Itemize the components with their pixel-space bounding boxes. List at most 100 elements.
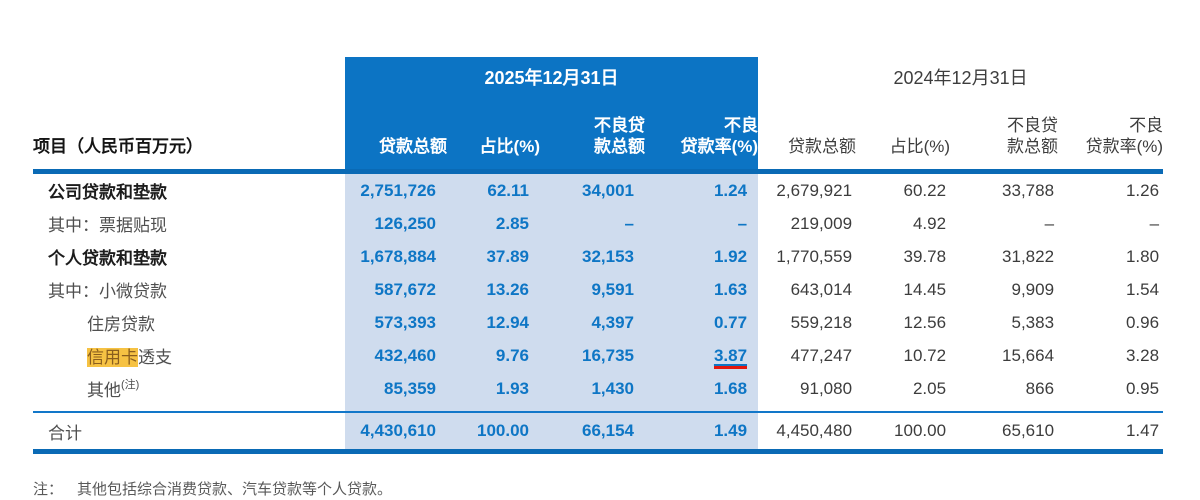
table-row-personal-loans: 个人贷款和垫款 1,678,884 37.89 32,153 1.92 1,77…	[33, 240, 1163, 273]
cell-2025-loan-total: 2,751,726	[345, 174, 447, 207]
period-header-spacer	[33, 57, 345, 97]
col-2025-share: 占比(%)	[447, 97, 540, 174]
table-row-credit-card-overdraft: 信用卡透支 432,460 9.76 16,735 3.87 477,247 1…	[33, 339, 1163, 372]
table-footnote: 注： 其他包括综合消费贷款、汽车贷款等个人贷款。	[33, 478, 1200, 499]
band-spacer-row	[33, 405, 1163, 411]
spacer-cell	[645, 405, 759, 411]
table-row-bill-discounting: 其中：票据贴现 126,250 2.85 – – 219,009 4.92 – …	[33, 207, 1163, 240]
row-label: 其他(注)	[33, 372, 345, 405]
cell-2024-npl-total: 33,788	[1002, 180, 1055, 200]
cell-2025-npl-total: 16,735	[540, 339, 645, 372]
cell-2025-npl-rate: 1.24	[645, 174, 759, 207]
row-label: 合计	[33, 411, 345, 454]
col-2025-npl-total: 不良贷 款总额	[540, 97, 645, 174]
cell-2025-npl-total: 66,154	[540, 411, 645, 454]
cell-2024-loan-total: 91,080	[800, 378, 853, 398]
col-2025-npl-rate: 不良 贷款率(%)	[645, 97, 759, 174]
cell-2025-npl-total: 34,001	[540, 174, 645, 207]
period-header-row: 2025年12月31日 2024年12月31日	[33, 57, 1163, 97]
row-label: 信用卡透支	[33, 339, 345, 372]
search-highlight: 信用卡	[87, 348, 138, 367]
cell-2025-loan-total: 587,672	[345, 273, 447, 306]
cell-2025-npl-rate: 1.92	[645, 240, 759, 273]
cell-2024-share: 2.05	[912, 378, 947, 398]
cell-2024-loan-total: 643,014	[790, 279, 853, 299]
cell-2025-loan-total: 432,460	[345, 339, 447, 372]
cell-2025-loan-total: 4,430,610	[345, 411, 447, 454]
cell-2025-npl-rate: –	[645, 207, 759, 240]
cell-2025-npl-total: 1,430	[540, 372, 645, 405]
items-header: 项目（人民币百万元）	[33, 97, 345, 174]
cell-2024-npl-rate: –	[1149, 213, 1160, 233]
cell-2025-loan-total: 1,678,884	[345, 240, 447, 273]
column-group-2024: 2024年12月31日	[893, 68, 1028, 88]
footnote-marker: (注)	[121, 379, 140, 392]
column-group-2025: 2025年12月31日	[345, 57, 759, 97]
row-label: 其中：小微贷款	[48, 282, 167, 301]
col-2024-loan-total: 贷款总额	[758, 97, 857, 174]
col-2024-npl-rate: 不良 贷款率(%)	[1058, 97, 1164, 174]
footnote-text: 其他包括综合消费贷款、汽车贷款等个人贷款。	[77, 481, 393, 498]
table-row-total: 合计 4,430,610 100.00 66,154 1.49 4,450,48…	[33, 411, 1164, 454]
row-label: 个人贷款和垫款	[48, 249, 167, 268]
row-label: 其中：票据贴现	[48, 216, 167, 235]
table-row-corporate-loans: 公司贷款和垫款 2,751,726 62.11 34,001 1.24 2,67…	[33, 174, 1163, 207]
cell-2025-loan-total: 85,359	[345, 372, 447, 405]
cell-2025-npl-rate: 1.68	[645, 372, 759, 405]
col-2024-share: 占比(%)	[856, 97, 951, 174]
table-row-housing-loans: 住房贷款 573,393 12.94 4,397 0.77 559,218 12…	[33, 306, 1163, 339]
cell-2025-npl-rate: 1.63	[645, 273, 759, 306]
cell-2025-share: 1.93	[447, 372, 540, 405]
cell-2025-npl-total: 4,397	[540, 306, 645, 339]
cell-2024-npl-total: –	[1044, 213, 1055, 233]
column-header-row: 项目（人民币百万元） 贷款总额 占比(%) 不良贷 款总额 不良 贷款率(%) …	[33, 97, 1164, 174]
cell-2025-share: 100.00	[447, 411, 540, 454]
cell-2024-share: 14.45	[903, 279, 947, 299]
spacer-cell	[540, 405, 645, 411]
row-label-rest: 透支	[138, 348, 172, 367]
cell-2024-npl-rate: 0.95	[1125, 378, 1160, 398]
col-2024-npl-total: 不良贷 款总额	[950, 97, 1059, 174]
cell-2024-share: 39.78	[903, 246, 947, 266]
cell-2024-npl-rate: 1.26	[1125, 180, 1160, 200]
row-label-text: 其他	[87, 381, 121, 400]
cell-2024-share: 100.00	[856, 411, 951, 454]
footnote-label: 注：	[33, 481, 64, 498]
cell-2024-npl-rate: 3.28	[1125, 345, 1160, 365]
cell-2024-npl-total: 866	[1025, 378, 1055, 398]
table-row-micro-loans: 其中：小微贷款 587,672 13.26 9,591 1.63 643,014…	[33, 273, 1163, 306]
cell-2025-loan-total: 126,250	[345, 207, 447, 240]
row-label: 公司贷款和垫款	[48, 183, 167, 202]
cell-2024-npl-total: 15,664	[1002, 345, 1055, 365]
cell-2025-share: 12.94	[447, 306, 540, 339]
cell-2024-npl-total: 5,383	[1011, 312, 1055, 332]
cell-2024-npl-total: 9,909	[1011, 279, 1055, 299]
cell-2024-npl-rate: 1.80	[1125, 246, 1160, 266]
cell-2025-npl-total: 32,153	[540, 240, 645, 273]
cell-2024-loan-total: 2,679,921	[776, 180, 853, 200]
cell-2024-npl-rate: 1.47	[1058, 411, 1164, 454]
cell-2024-loan-total: 1,770,559	[776, 246, 853, 266]
red-underlined-value: 3.87	[713, 345, 748, 369]
cell-2024-loan-total: 559,218	[790, 312, 853, 332]
cell-2024-share: 10.72	[903, 345, 947, 365]
cell-2025-share: 62.11	[447, 174, 540, 207]
cell-2025-share: 9.76	[447, 339, 540, 372]
cell-2025-npl-rate: 0.77	[645, 306, 759, 339]
cell-2024-share: 4.92	[912, 213, 947, 233]
cell-2025-share: 13.26	[447, 273, 540, 306]
cell-2025-share: 37.89	[447, 240, 540, 273]
spacer-cell	[345, 405, 447, 411]
col-2025-loan-total: 贷款总额	[345, 97, 447, 174]
cell-2025-npl-rate: 1.49	[645, 411, 759, 454]
cell-2025-npl-rate: 3.87	[645, 339, 759, 372]
table-row-others: 其他(注) 85,359 1.93 1,430 1.68 91,080 2.05…	[33, 372, 1163, 405]
loan-table: 2025年12月31日 2024年12月31日 项目（人民币百万元） 贷款总额 …	[33, 57, 1164, 454]
cell-2024-npl-total: 65,610	[950, 411, 1059, 454]
cell-2024-npl-rate: 1.54	[1125, 279, 1160, 299]
spacer-cell	[447, 405, 540, 411]
cell-2024-loan-total: 4,450,480	[758, 411, 857, 454]
cell-2025-npl-total: 9,591	[540, 273, 645, 306]
row-label: 住房贷款	[87, 315, 155, 334]
